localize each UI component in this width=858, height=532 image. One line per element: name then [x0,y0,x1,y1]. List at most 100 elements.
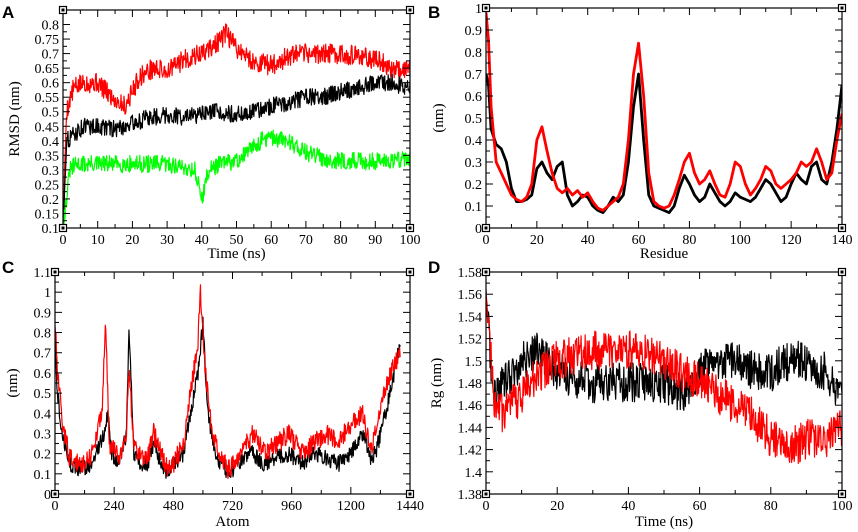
y-tick-label: 0.7 [34,347,52,362]
x-tick-label: 100 [730,233,751,248]
x-axis-label: Time (ns) [635,514,693,530]
x-tick-label: 0 [60,233,67,248]
y-axis-label: Rg (nm) [429,358,445,408]
x-tick-label: 70 [299,233,313,248]
series-line-black [63,73,410,228]
x-tick-label: 40 [581,233,595,248]
panel-label: B [428,3,440,22]
y-tick-label: 1.54 [458,310,483,325]
corner-marker-dot [484,6,488,10]
y-tick-label: 0.45 [35,120,60,135]
x-tick-label: 20 [550,499,564,514]
corner-marker-dot [840,270,844,274]
panel-label: D [428,258,440,277]
series-line-black [55,316,401,479]
y-tick-label: 0.1 [42,222,60,237]
x-axis-label: Atom [215,514,250,530]
series-line-green [63,129,410,228]
series-line-red [486,12,842,212]
series-line-red [55,284,401,479]
y-tick-label: 1.4 [465,466,483,481]
corner-marker-dot [61,226,65,230]
corner-marker-dot [484,226,488,230]
y-tick-label: 0.6 [34,367,52,382]
x-tick-label: 1200 [337,499,365,514]
y-tick-label: 1.48 [458,377,483,392]
y-tick-label: 0.6 [42,77,60,92]
y-tick-label: 0.2 [42,193,60,208]
corner-marker-dot [840,492,844,496]
y-tick-label: 1.44 [458,421,483,436]
y-tick-label: 0.4 [42,135,60,150]
x-tick-label: 60 [264,233,278,248]
y-tick-label: 1.46 [458,399,483,414]
x-tick-label: 120 [781,233,802,248]
y-tick-label: 0.75 [35,33,60,48]
y-tick-label: 0.5 [465,112,483,127]
x-tick-label: 80 [682,233,696,248]
x-tick-label: 140 [832,233,853,248]
x-tick-label: 20 [125,233,139,248]
x-axis-label: Residue [640,246,689,262]
chart-panel-B: B 0 20 40 60 80 100 120 140 0 0.1 0.2 0.3 0.4 0.5 0.6 0.… [428,2,853,262]
y-tick-label: 1.58 [458,266,483,281]
x-axis-label: Time (ns) [207,246,265,262]
y-tick-label: 0.2 [34,448,52,463]
x-tick-label: 480 [163,499,184,514]
y-tick-label: 1.5 [465,355,483,370]
x-tick-label: 90 [368,233,382,248]
y-tick-label: 0.4 [465,134,483,149]
x-tick-label: 240 [104,499,125,514]
corner-marker-dot [53,492,57,496]
y-axis-label: (nm) [5,368,21,397]
y-tick-label: 0.7 [42,48,60,63]
x-tick-label: 100 [832,499,853,514]
corner-marker-dot [484,492,488,496]
y-tick-label: 0 [475,222,482,237]
x-tick-label: 30 [160,233,174,248]
corner-marker-dot [53,270,57,274]
y-tick-label: 0.7 [465,68,483,83]
y-tick-label: 0.3 [465,156,483,171]
x-tick-label: 1440 [396,499,424,514]
x-tick-label: 50 [230,233,244,248]
corner-marker-dot [484,270,488,274]
y-tick-label: 0.3 [34,427,52,442]
x-tick-label: 720 [222,499,243,514]
x-tick-label: 0 [483,233,490,248]
y-tick-label: 1.52 [458,333,483,348]
corner-marker-dot [408,270,412,274]
x-tick-label: 10 [91,233,105,248]
chart-panel-A: A0 10 20 30 40 50 60 70 80 90 1000.10.150.20.250.3… [2,3,421,262]
series-line-red [63,23,410,228]
x-tick-label: 60 [693,499,707,514]
chart-panel-C: C 0 240 480 720 960 1200 1440 0 0.1 0.2 0.3 0.4 0.5 0.… [2,258,424,530]
plot-frame [485,7,843,229]
panel-label: A [2,3,14,22]
y-axis-label: (nm) [431,103,447,132]
y-tick-label: 0.6 [465,90,483,105]
y-tick-label: 0.5 [34,387,52,402]
corner-marker-dot [840,6,844,10]
x-tick-label: 80 [334,233,348,248]
y-tick-label: 1.38 [458,488,483,503]
y-tick-label: 0.8 [34,327,52,342]
y-tick-label: 0.3 [42,164,60,179]
x-tick-label: 20 [530,233,544,248]
y-tick-label: 0.1 [34,468,52,483]
y-axis-label: RMSD (nm) [7,81,23,156]
y-tick-label: 0.15 [35,207,60,222]
y-tick-label: 0.55 [35,91,60,106]
y-tick-label: 0.5 [42,106,60,121]
x-tick-label: 100 [400,233,421,248]
y-tick-label: 1.42 [458,444,483,459]
x-tick-label: 40 [621,499,635,514]
series-line-black [486,72,842,215]
corner-marker-dot [408,8,412,12]
chart-panel-D: D 0 20 40 60 80 100 1.38 1.4 1.42 1.44 1.46 1.48 1.5 1… [428,258,853,530]
y-tick-label: 0 [44,488,51,503]
y-tick-label: 0.2 [465,178,483,193]
y-tick-label: 0.8 [465,46,483,61]
y-tick-label: 1.56 [458,288,483,303]
